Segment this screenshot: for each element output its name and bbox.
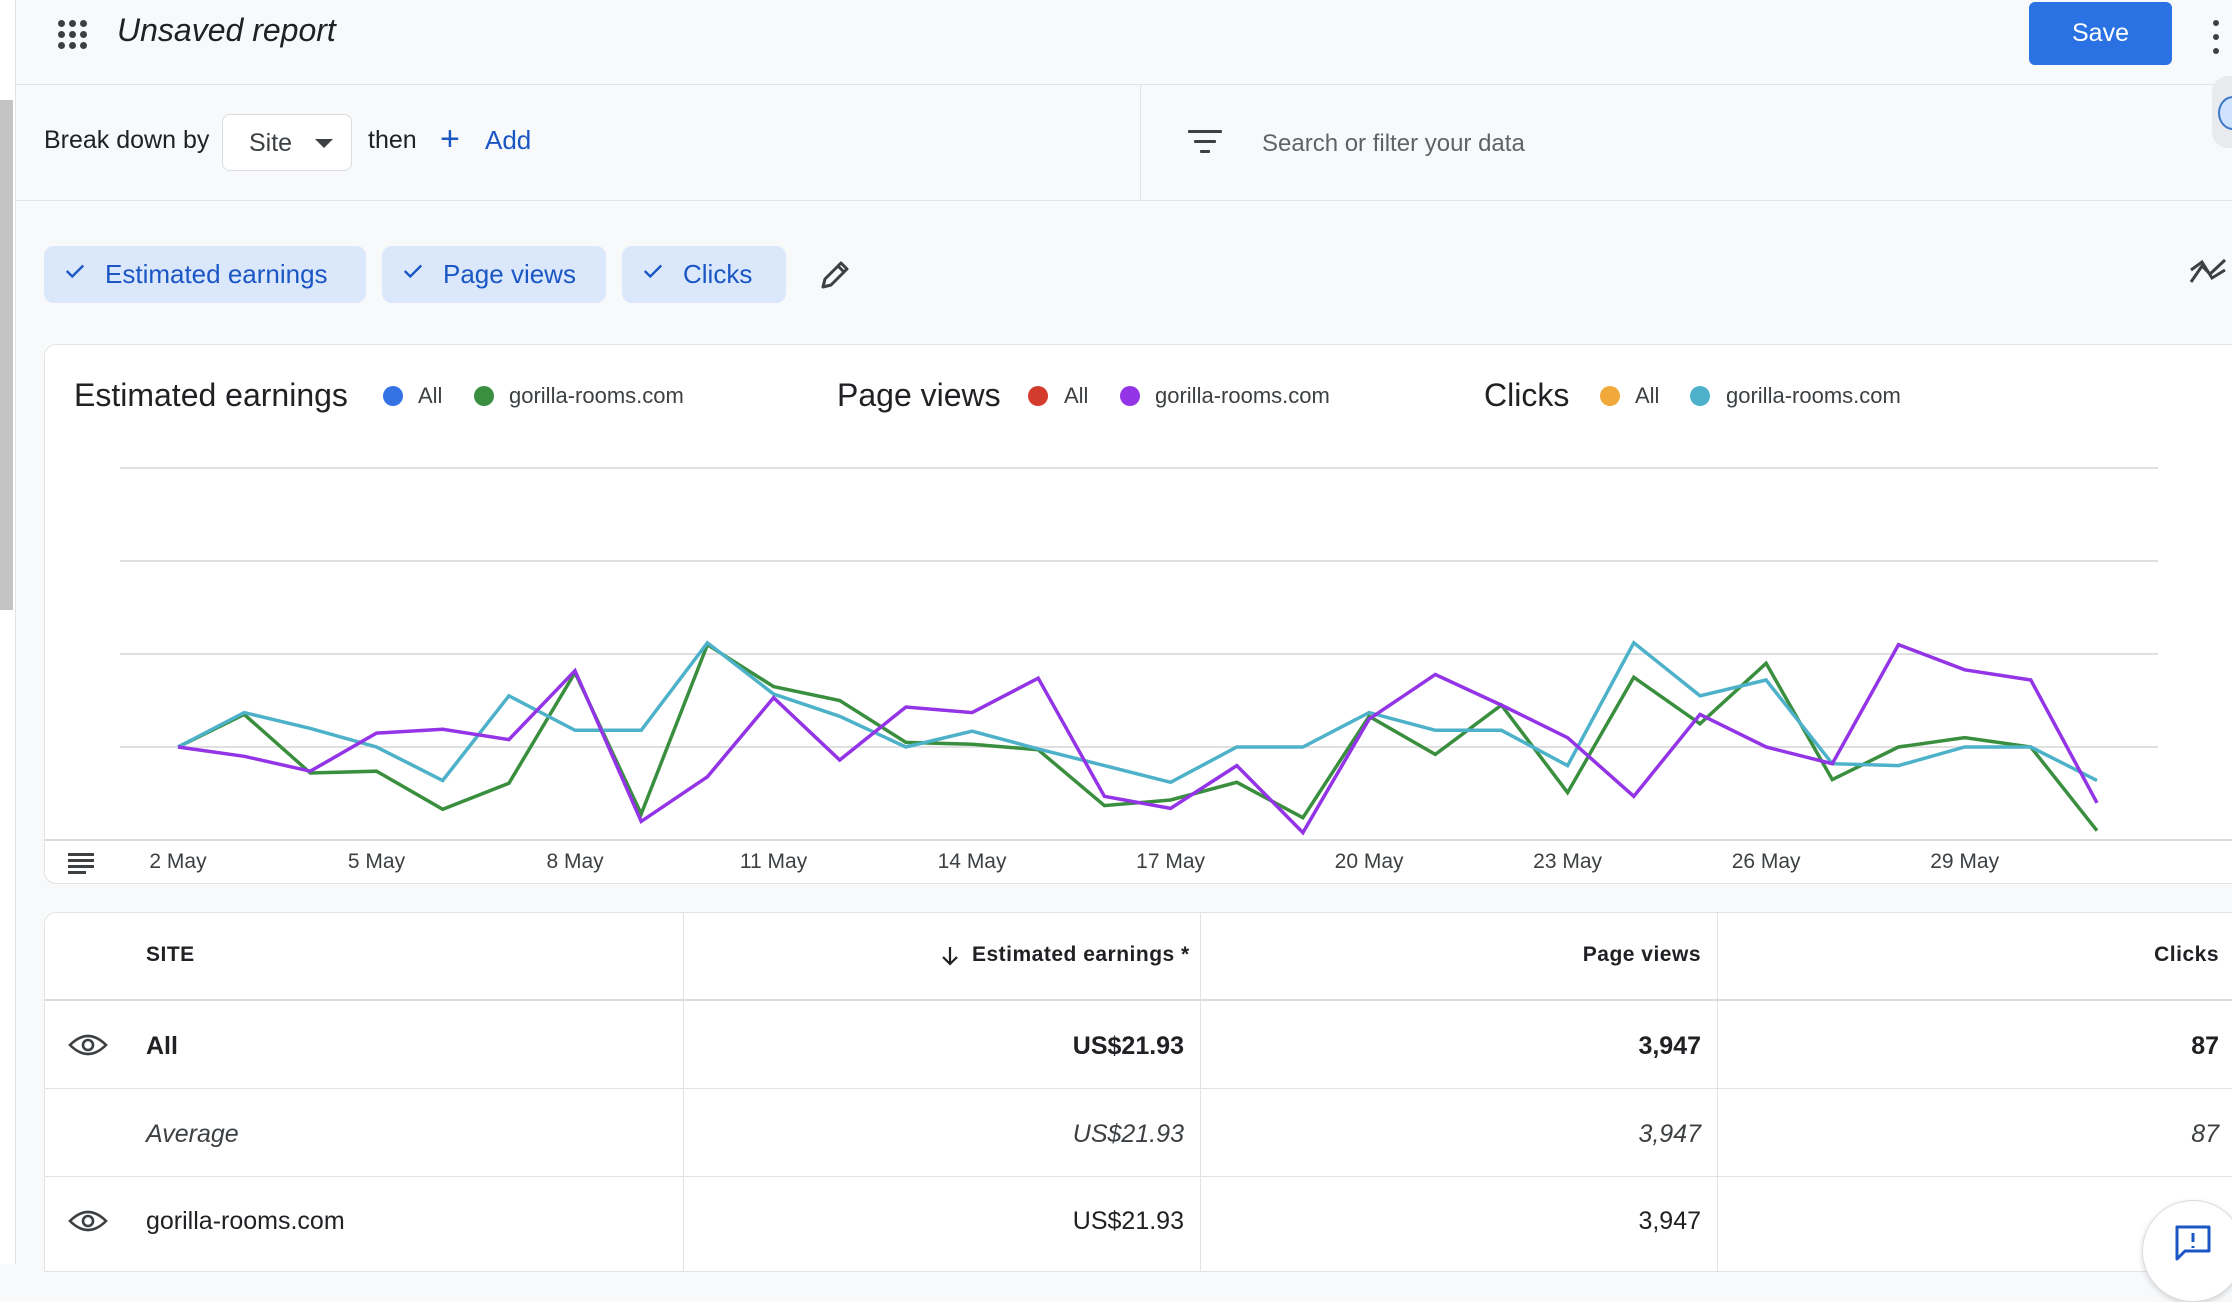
x-tick-label: 20 May — [1334, 850, 1404, 873]
chip-page-views[interactable]: Page views — [382, 246, 606, 303]
row-site-average: Average — [146, 1120, 239, 1148]
column-divider — [683, 912, 684, 1272]
legend-label-page-views-site[interactable]: gorilla-rooms.com — [1155, 383, 1330, 408]
check-icon — [643, 264, 663, 279]
trend-icon[interactable] — [2188, 256, 2228, 288]
series-line-page-views[interactable] — [177, 642, 2099, 836]
check-icon — [65, 264, 85, 279]
column-header-earnings[interactable]: Estimated earnings * — [972, 943, 1190, 966]
account-avatar[interactable] — [2212, 76, 2232, 148]
header-divider — [44, 999, 2232, 1001]
cell-earnings: US$21.93 — [1072, 1120, 1184, 1148]
legend-label-earnings-site[interactable]: gorilla-rooms.com — [509, 383, 684, 408]
legend-title-page-views: Page views — [837, 377, 1001, 413]
then-label: then — [368, 126, 417, 154]
x-tick-label: 23 May — [1533, 850, 1603, 873]
toolbar-divider — [1140, 85, 1141, 200]
row-site-all: All — [146, 1032, 178, 1060]
line-chart[interactable] — [44, 440, 2232, 845]
cell-page-views: 3,947 — [1638, 1032, 1701, 1060]
legend-dot-page-views-all — [1028, 386, 1048, 406]
break-down-label: Break down by — [44, 126, 210, 154]
dimension-select-value: Site — [249, 129, 293, 157]
legend-dot-earnings-all — [383, 386, 403, 406]
chip-label: Estimated earnings — [105, 259, 328, 289]
x-tick-label: 5 May — [347, 850, 406, 873]
legend-dot-clicks-site — [1690, 386, 1710, 406]
pencil-icon[interactable] — [815, 255, 855, 295]
arrow-down-icon[interactable] — [940, 944, 960, 968]
legend-title-clicks: Clicks — [1484, 377, 1570, 413]
column-header-page-views[interactable]: Page views — [1582, 943, 1701, 966]
row-site-gorilla-rooms: gorilla-rooms.com — [146, 1207, 345, 1235]
x-tick-label: 29 May — [1930, 850, 2000, 873]
column-divider — [1200, 912, 1201, 1272]
feedback-icon — [2175, 1225, 2211, 1261]
feedback-button[interactable] — [2142, 1200, 2232, 1302]
eye-icon[interactable] — [68, 1032, 108, 1058]
filter-icon[interactable] — [1188, 130, 1222, 154]
x-tick-label: 26 May — [1731, 850, 1801, 873]
eye-icon[interactable] — [68, 1208, 108, 1234]
dimension-select[interactable]: Site — [222, 114, 352, 171]
legend-label-earnings-all[interactable]: All — [418, 383, 443, 408]
dropdown-caret-icon — [315, 139, 333, 148]
cell-page-views: 3,947 — [1638, 1120, 1701, 1148]
top-bar — [16, 0, 2232, 85]
chart-card — [44, 344, 2232, 884]
legend-label-clicks-all[interactable]: All — [1635, 383, 1660, 408]
chip-label: Page views — [443, 259, 576, 289]
column-divider — [1717, 912, 1718, 1272]
legend-dot-page-views-site — [1120, 386, 1140, 406]
legend-label-page-views-all[interactable]: All — [1064, 383, 1089, 408]
left-scrollbar[interactable] — [0, 100, 13, 610]
check-icon — [403, 264, 423, 279]
row-divider — [44, 1088, 2232, 1089]
x-tick-label: 17 May — [1136, 850, 1206, 873]
legend-dot-clicks-all — [1600, 386, 1620, 406]
legend-dot-earnings-site — [474, 386, 494, 406]
chip-estimated-earnings[interactable]: Estimated earnings — [44, 246, 366, 303]
cell-clicks: 87 — [2191, 1032, 2219, 1060]
series-line-clicks[interactable] — [177, 640, 2098, 785]
plus-icon: + — [440, 120, 460, 158]
cell-clicks: 87 — [2191, 1120, 2219, 1148]
legend-label-clicks-site[interactable]: gorilla-rooms.com — [1726, 383, 1901, 408]
report-title[interactable]: Unsaved report — [117, 12, 336, 48]
legend-title-earnings: Estimated earnings — [74, 377, 348, 413]
column-header-site[interactable]: SITE — [146, 943, 195, 966]
column-header-clicks[interactable]: Clicks — [2154, 943, 2219, 966]
save-button[interactable]: Save — [2029, 2, 2172, 65]
apps-grid-icon[interactable] — [56, 18, 90, 52]
x-tick-label: 8 May — [546, 850, 604, 873]
cell-earnings: US$21.93 — [1072, 1032, 1184, 1060]
row-divider — [44, 1176, 2232, 1177]
data-table — [44, 912, 2232, 1272]
add-dimension-label: Add — [485, 125, 532, 155]
breakdown-toolbar — [16, 85, 2232, 201]
search-input[interactable] — [1260, 118, 2144, 170]
cell-earnings: US$21.93 — [1072, 1207, 1184, 1235]
avatar-icon — [2218, 96, 2232, 130]
chip-clicks[interactable]: Clicks — [622, 246, 786, 303]
cell-page-views: 3,947 — [1638, 1207, 1701, 1235]
table-toggle-icon[interactable] — [68, 853, 94, 874]
more-vert-icon[interactable] — [2212, 18, 2220, 58]
chip-label: Clicks — [683, 259, 753, 289]
x-tick-label: 2 May — [149, 850, 207, 873]
x-tick-label: 14 May — [937, 850, 1007, 873]
x-tick-label: 11 May — [739, 850, 808, 873]
